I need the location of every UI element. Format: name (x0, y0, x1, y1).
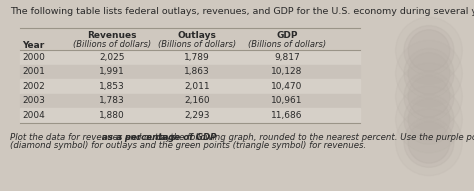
Bar (20, 108, 360, 122)
Text: (Billions of dollars): (Billions of dollars) (158, 40, 236, 49)
Circle shape (408, 76, 450, 117)
Bar (20, 79, 360, 94)
Text: 2003: 2003 (22, 96, 45, 105)
Text: 9,817: 9,817 (274, 53, 300, 62)
Bar (20, 50, 360, 65)
Circle shape (408, 53, 450, 94)
Circle shape (404, 71, 454, 121)
Text: on the following graph, rounded to the nearest percent. Use the purple points: on the following graph, rounded to the n… (154, 133, 474, 142)
Text: 2,025: 2,025 (99, 53, 125, 62)
Bar (20, 94, 360, 108)
Circle shape (404, 26, 454, 76)
Text: 2,293: 2,293 (184, 111, 210, 120)
Text: (Billions of dollars): (Billions of dollars) (248, 40, 326, 49)
Text: 2,160: 2,160 (184, 96, 210, 105)
Text: (Billions of dollars): (Billions of dollars) (73, 40, 151, 49)
Text: 2001: 2001 (22, 67, 45, 76)
Circle shape (396, 109, 462, 176)
Circle shape (408, 99, 450, 140)
Text: 1,853: 1,853 (99, 82, 125, 91)
Circle shape (396, 86, 462, 153)
Text: Year: Year (22, 40, 44, 49)
Circle shape (408, 30, 450, 71)
Text: 1,991: 1,991 (99, 67, 125, 76)
Circle shape (408, 121, 450, 163)
Text: 1,783: 1,783 (99, 96, 125, 105)
Text: Outlays: Outlays (178, 32, 217, 40)
Text: 10,128: 10,128 (271, 67, 303, 76)
Circle shape (404, 117, 454, 167)
Text: Revenues: Revenues (87, 32, 137, 40)
Text: Plot the data for revenues and outlays: Plot the data for revenues and outlays (10, 133, 178, 142)
Text: 2004: 2004 (22, 111, 45, 120)
Circle shape (396, 17, 462, 84)
Text: 1,789: 1,789 (184, 53, 210, 62)
Text: 10,961: 10,961 (271, 96, 303, 105)
Text: 1,880: 1,880 (99, 111, 125, 120)
Circle shape (404, 94, 454, 144)
Text: 1,863: 1,863 (184, 67, 210, 76)
Text: (diamond symbol) for outlays and the green points (triangle symbol) for revenues: (diamond symbol) for outlays and the gre… (10, 142, 366, 151)
Circle shape (396, 63, 462, 130)
Text: 11,686: 11,686 (271, 111, 303, 120)
Bar (20, 65, 360, 79)
Text: 2000: 2000 (22, 53, 45, 62)
Text: 2002: 2002 (22, 82, 45, 91)
Text: The following table lists federal outlays, revenues, and GDP for the U.S. econom: The following table lists federal outlay… (10, 7, 474, 16)
Text: 2,011: 2,011 (184, 82, 210, 91)
Text: 10,470: 10,470 (271, 82, 303, 91)
Circle shape (404, 49, 454, 99)
Text: GDP: GDP (276, 32, 298, 40)
Circle shape (396, 40, 462, 107)
Text: as a percentage of GDP: as a percentage of GDP (102, 133, 217, 142)
